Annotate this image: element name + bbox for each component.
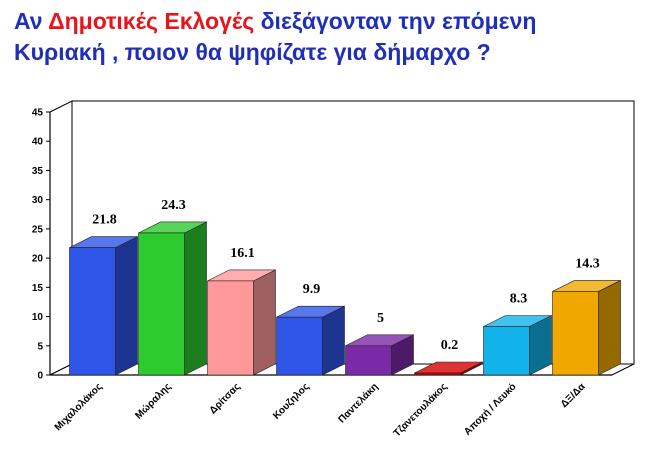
data-label: 9.9 [303,282,321,297]
bar-front [276,316,323,376]
bar [138,221,207,376]
y-tick-label: 30 [32,195,44,206]
bar-side [253,269,276,376]
category-label: Τζανετουλάκος [392,381,450,439]
title-part-2: διεξάγονταν την επόμενη [254,8,537,34]
category-label: Μιχαλολάκος [53,381,105,433]
title-line-2: Κυριακή , ποιον θα ψηφίζατε για δήμαρχο … [14,39,491,65]
y-tick-label: 10 [32,312,44,323]
bar [483,315,552,376]
bar-front [552,291,599,376]
title-line-1: Αν Δημοτικές Εκλογές διεξάγονταν την επό… [14,6,654,37]
data-label: 24.3 [161,198,186,213]
bar-front [207,280,254,376]
title-part-1: Αν [14,8,49,34]
data-label: 14.3 [575,256,600,271]
y-tick-label: 35 [32,166,44,177]
bar [207,269,276,376]
category-label: Δρίτσας [208,381,243,416]
data-label: 8.3 [510,291,528,306]
y-tick-label: 25 [32,224,44,235]
y-tick-label: 20 [32,254,44,265]
bar-side [322,305,345,376]
bar-front [414,372,461,376]
category-label: Αποχή / Λευκό [462,381,518,437]
bar-side [115,236,138,376]
y-tick-label: 45 [32,108,44,119]
bar-front [69,247,116,376]
bar-front [483,326,530,376]
title-highlight: Δημοτικές Εκλογές [48,8,255,34]
y-tick-label: 15 [32,283,44,294]
bar-side [598,279,621,376]
data-label: 5 [377,311,384,326]
y-tick-label: 5 [37,341,43,352]
bar [69,236,138,376]
data-label: 16.1 [230,246,255,261]
category-label: ΔΞ/Δα [559,381,588,410]
category-label: Μώραλης [133,381,173,421]
bar [345,334,414,376]
plot-side-wall [49,100,73,376]
category-label: Παντελάκη [336,381,380,425]
chart-title: Αν Δημοτικές Εκλογές διεξάγονταν την επό… [14,6,654,68]
data-label: 0.2 [441,338,459,353]
y-tick-label: 40 [32,137,44,148]
category-label: Κουζηλος [271,381,311,421]
bar [414,361,483,376]
bar [276,305,345,376]
y-tick-label: 0 [37,371,43,382]
bar [552,279,621,376]
bar-front [138,232,185,376]
bar-side [184,221,207,376]
data-label: 21.8 [92,213,117,228]
bars [69,221,621,376]
bar-front [345,345,392,376]
